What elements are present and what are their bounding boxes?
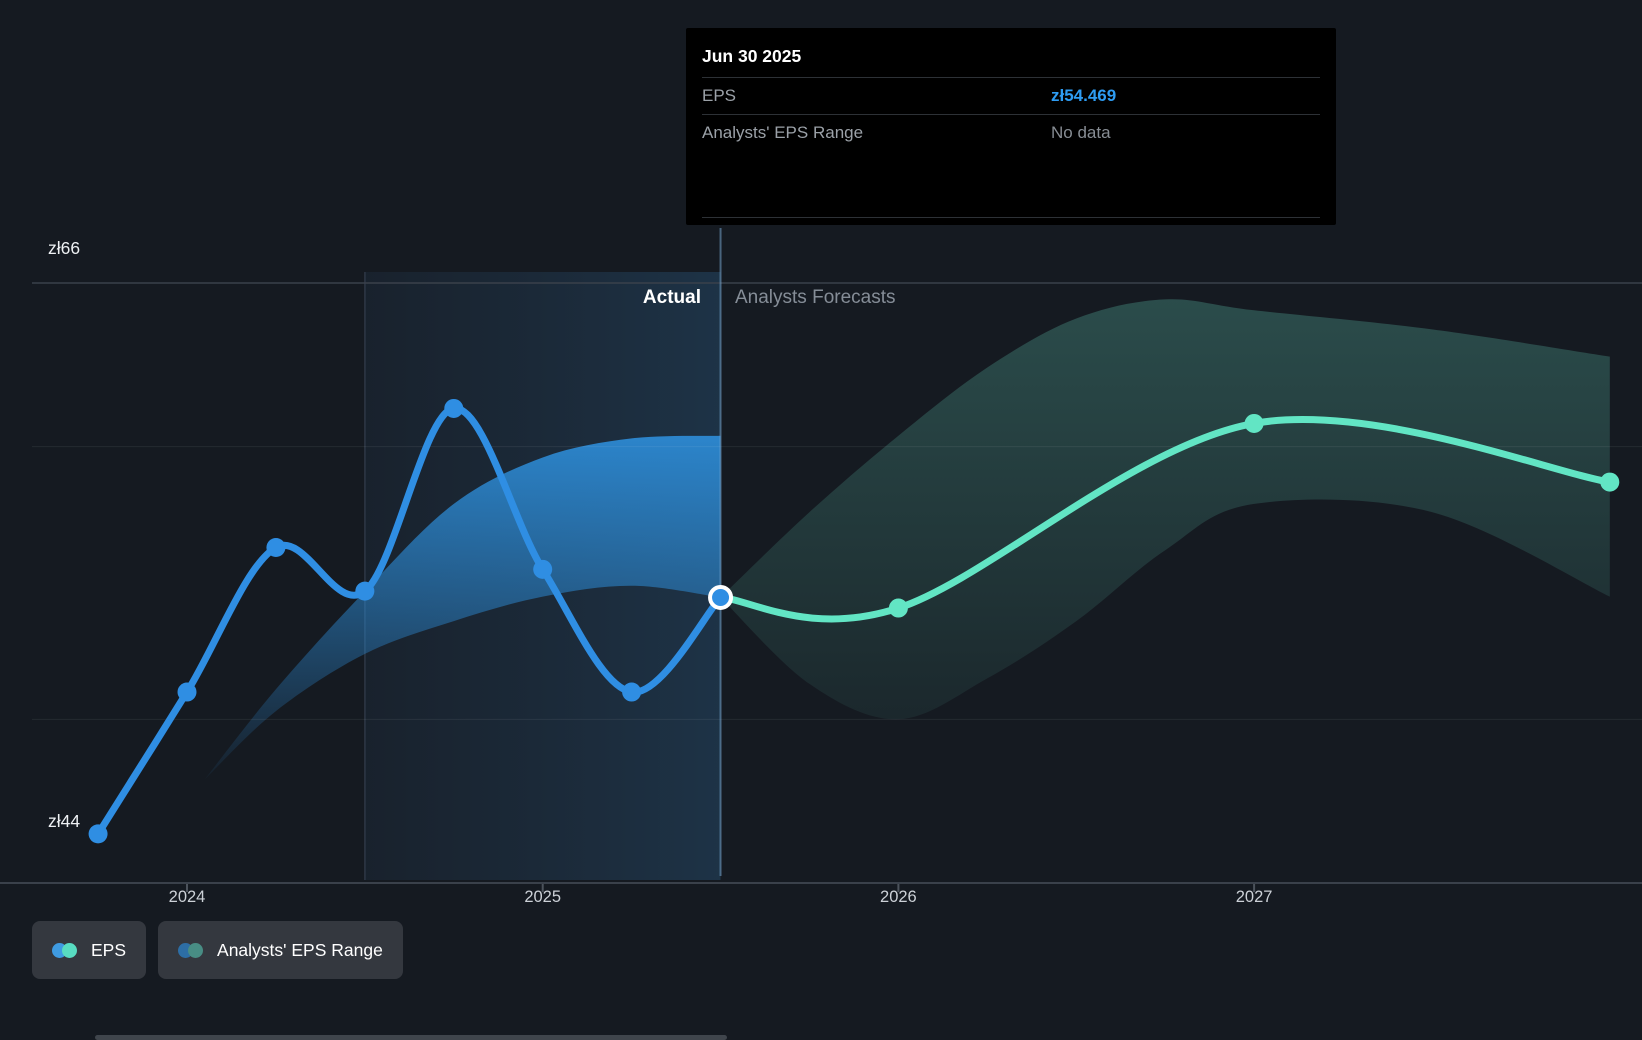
data-point xyxy=(88,824,108,844)
actual-section-label: Actual xyxy=(642,287,701,308)
chart-legend: EPS Analysts' EPS Range xyxy=(32,921,403,979)
y-axis-label-max: zł66 xyxy=(48,238,81,258)
data-point xyxy=(533,559,553,579)
data-point xyxy=(444,398,464,418)
tooltip-row-eps: EPS zł54.469 xyxy=(702,78,1320,114)
range-band xyxy=(204,435,721,780)
bottom-scrollbar[interactable] xyxy=(95,1035,727,1040)
series-line xyxy=(717,416,1614,623)
transition-point xyxy=(708,584,734,610)
legend-analysts-range-label: Analysts' EPS Range xyxy=(217,939,383,960)
tooltip-divider xyxy=(702,114,1320,115)
tooltip-eps-label: EPS xyxy=(702,86,737,105)
x-tick-label-2025: 2025 xyxy=(524,888,562,906)
data-point xyxy=(622,682,642,702)
tooltip-divider xyxy=(702,77,1320,78)
x-tick-label-2026: 2026 xyxy=(880,888,917,906)
forecast-section-label: Analysts Forecasts xyxy=(735,287,896,308)
data-point xyxy=(1600,472,1620,492)
range-band xyxy=(720,299,1610,720)
legend-eps-label: EPS xyxy=(91,939,127,960)
data-point xyxy=(888,598,908,618)
eps-series-icon xyxy=(52,942,77,958)
hover-tooltip: Jun 30 2025 EPS zł54.469 Analysts' EPS R… xyxy=(686,28,1336,225)
data-point xyxy=(177,682,197,702)
series-line xyxy=(94,404,724,838)
data-point xyxy=(266,538,286,558)
tooltip-range-label: Analysts' EPS Range xyxy=(702,123,864,142)
tooltip-row-range: Analysts' EPS Range No data xyxy=(702,115,1320,151)
data-point xyxy=(1244,413,1264,433)
analysts-range-series-icon xyxy=(178,942,204,958)
y-axis-label-min: zł44 xyxy=(48,811,81,831)
tooltip-divider xyxy=(702,217,1320,218)
legend-button-eps[interactable]: EPS xyxy=(32,921,147,979)
data-point xyxy=(355,581,375,601)
legend-button-analysts-range[interactable]: Analysts' EPS Range xyxy=(158,921,403,979)
x-tick-label-2024: 2024 xyxy=(168,888,206,906)
tooltip-eps-value: zł54.469 xyxy=(1051,86,1117,105)
x-tick-label-2027: 2027 xyxy=(1235,888,1273,906)
tooltip-range-value: No data xyxy=(1051,123,1111,142)
tooltip-date-title: Jun 30 2025 xyxy=(702,46,802,66)
